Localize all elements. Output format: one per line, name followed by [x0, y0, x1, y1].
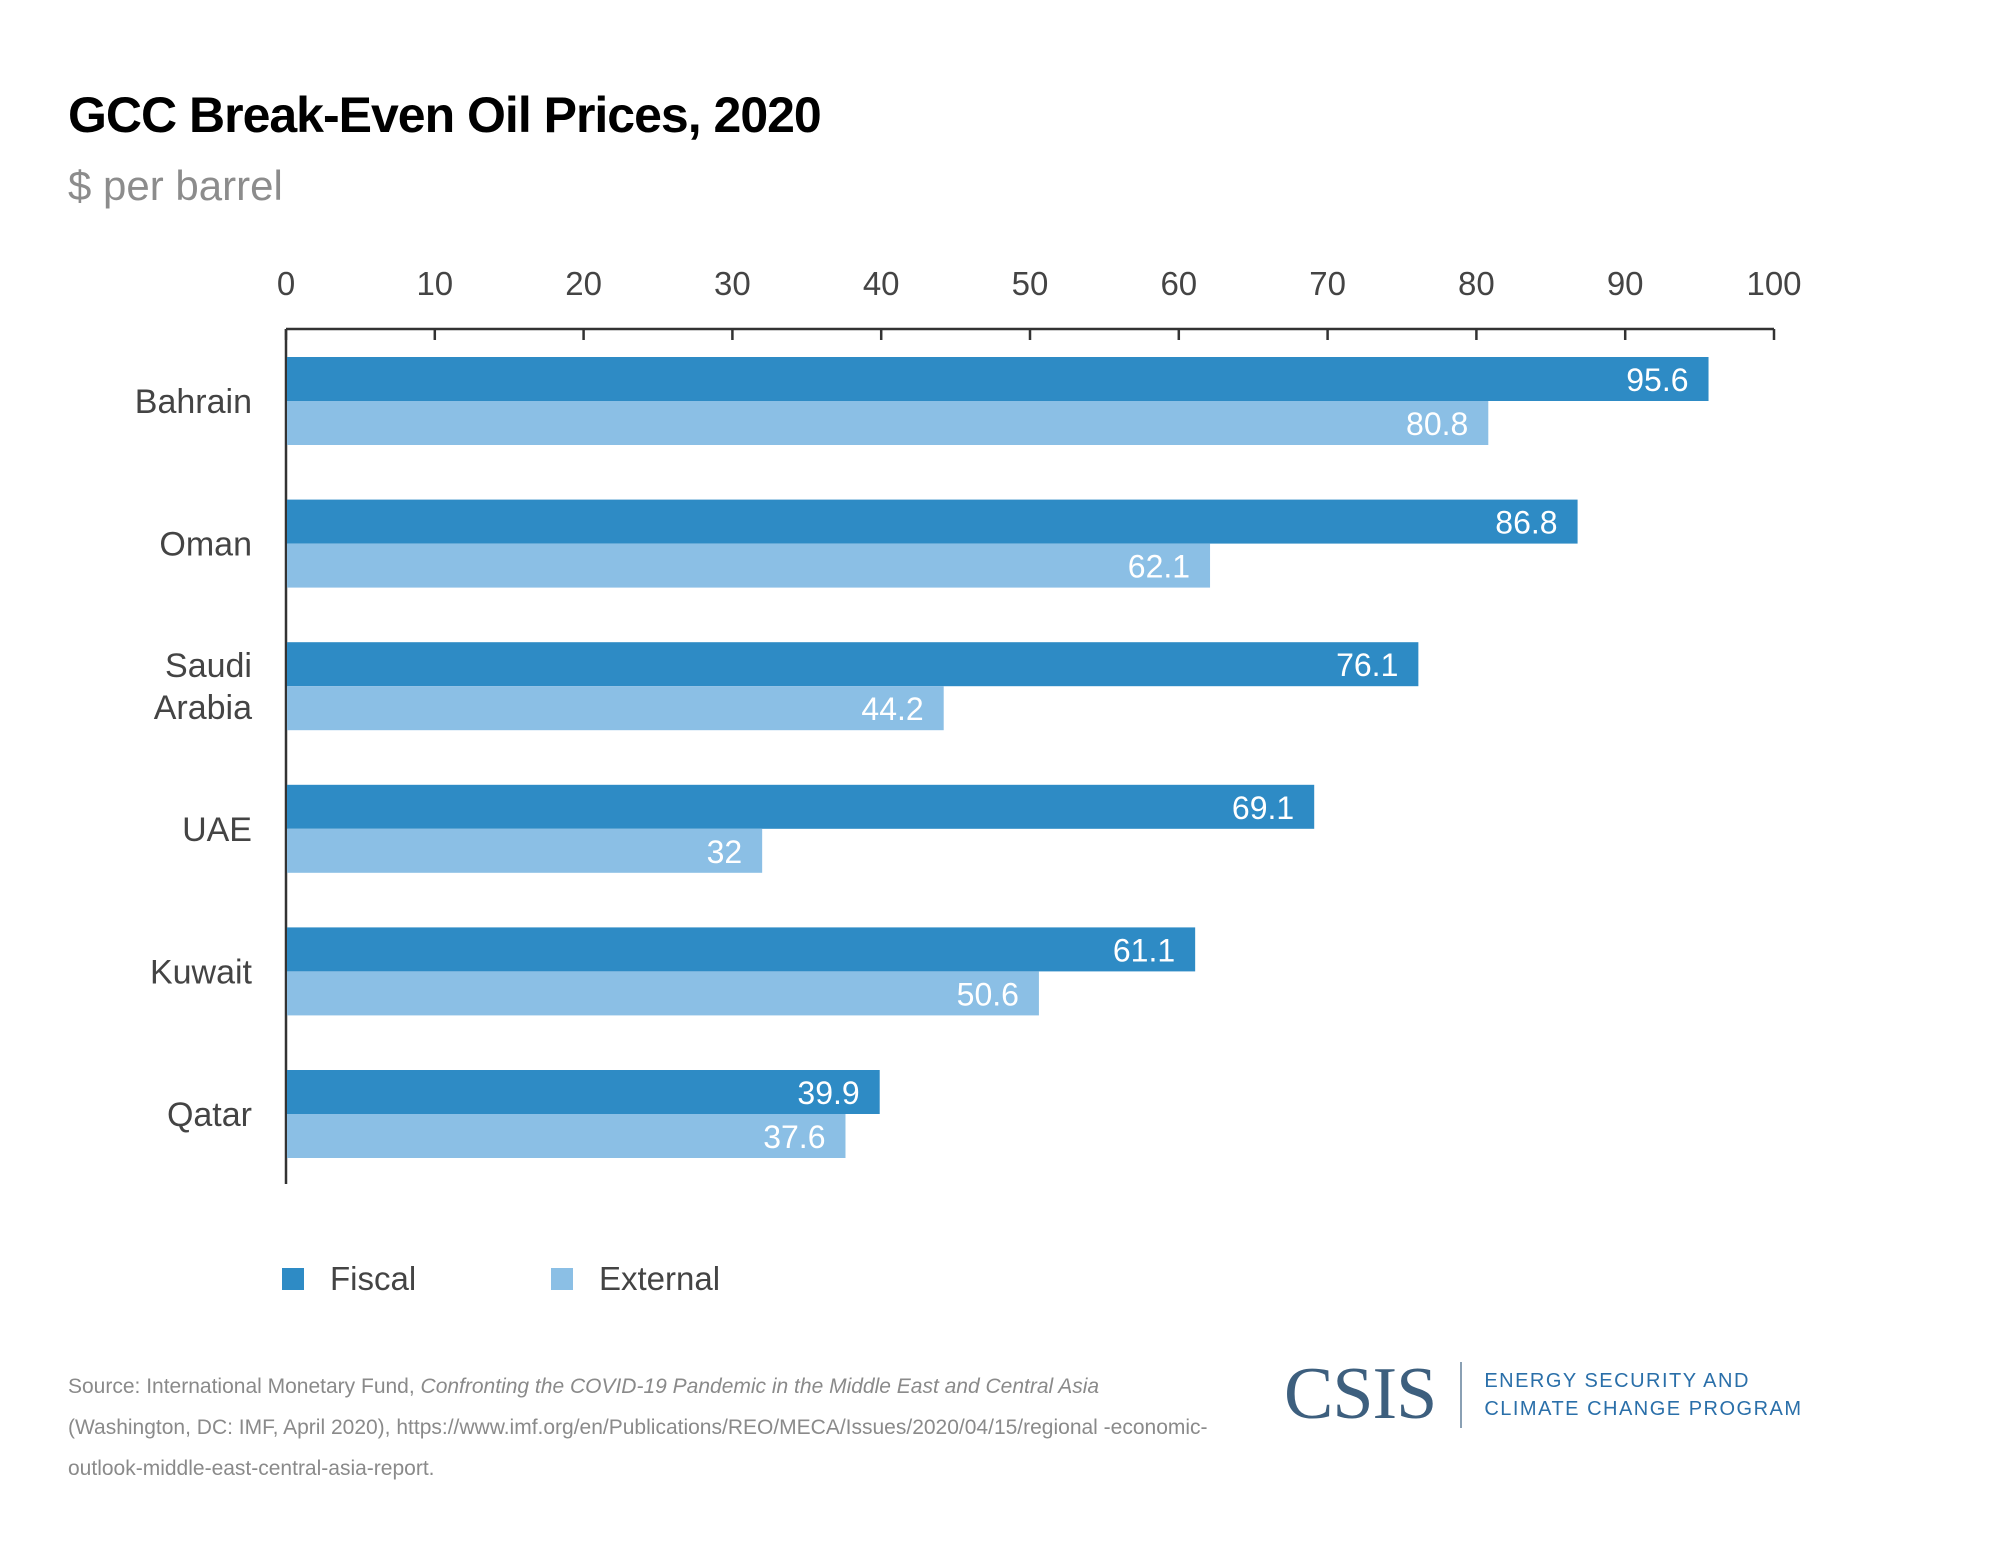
bar-fiscal: [287, 357, 1709, 401]
logo-divider: [1460, 1361, 1463, 1428]
program-line-2: CLIMATE CHANGE PROGRAM: [1484, 1397, 1803, 1420]
bar-external: [287, 971, 1039, 1016]
data-label: 50.6: [957, 976, 1019, 1012]
category-label: Bahrain: [135, 383, 252, 421]
bar-fiscal: [287, 499, 1578, 544]
x-tick-label: 40: [863, 265, 900, 302]
source-rest: (Washington, DC: IMF, April 2020), https…: [68, 1416, 1208, 1480]
x-tick-label: 90: [1607, 265, 1644, 302]
data-label: 86.8: [1495, 505, 1557, 541]
data-label: 37.6: [763, 1119, 825, 1155]
source-prefix: Source: International Monetary Fund,: [68, 1375, 421, 1398]
x-tick-label: 30: [714, 265, 751, 302]
legend-item-external: External: [551, 1260, 720, 1298]
x-tick-label: 20: [565, 265, 602, 302]
program-line-1: ENERGY SECURITY AND: [1484, 1369, 1750, 1392]
data-label: 76.1: [1336, 647, 1398, 683]
data-label: 69.1: [1232, 790, 1294, 826]
data-label: 32: [707, 834, 743, 870]
bar-external: [287, 401, 1489, 445]
x-tick-label: 60: [1160, 265, 1197, 302]
category-label: Saudi: [165, 647, 252, 685]
legend-label-fiscal: Fiscal: [330, 1260, 417, 1297]
logo-program: ENERGY SECURITY AND CLIMATE CHANGE PROGR…: [1484, 1367, 1802, 1423]
logo-wordmark: CSIS: [1284, 1353, 1437, 1435]
data-label: 80.8: [1406, 406, 1468, 442]
bar-fiscal: [287, 927, 1196, 972]
bar-fiscal: [287, 784, 1315, 829]
legend-swatch-external: [551, 1268, 573, 1290]
data-label: 95.6: [1626, 362, 1688, 398]
data-label: 44.2: [861, 691, 923, 727]
x-tick-label: 100: [1746, 265, 1801, 302]
category-label: UAE: [182, 811, 252, 849]
category-label: Arabia: [154, 689, 252, 727]
bar-external: [287, 828, 763, 873]
x-tick-label: 10: [416, 265, 453, 302]
data-label: 39.9: [797, 1075, 859, 1111]
legend-item-fiscal: Fiscal: [282, 1260, 416, 1298]
x-tick-label: 80: [1458, 265, 1495, 302]
category-label: Kuwait: [150, 953, 253, 991]
bar-fiscal: [287, 1070, 880, 1114]
x-tick-label: 0: [277, 265, 295, 302]
bar-external: [287, 543, 1211, 588]
legend-swatch-fiscal: [282, 1268, 304, 1290]
chart-subtitle: $ per barrel: [68, 162, 283, 209]
x-tick-label: 50: [1012, 265, 1049, 302]
data-label: 62.1: [1128, 549, 1190, 585]
category-label: Qatar: [167, 1096, 252, 1134]
x-tick-label: 70: [1309, 265, 1346, 302]
bar-fiscal: [287, 642, 1419, 687]
bar-external: [287, 686, 944, 731]
source-title: Confronting the COVID-19 Pandemic in the…: [420, 1375, 1100, 1398]
source-note: Source: International Monetary Fund, Con…: [68, 1366, 1208, 1489]
data-label: 61.1: [1113, 932, 1175, 968]
chart-title: GCC Break-Even Oil Prices, 2020: [68, 87, 822, 143]
category-label: Oman: [159, 526, 252, 564]
csis-logo: CSIS ENERGY SECURITY AND CLIMATE CHANGE …: [1284, 1352, 1803, 1437]
bar-external: [287, 1114, 846, 1158]
legend-label-external: External: [599, 1260, 721, 1297]
